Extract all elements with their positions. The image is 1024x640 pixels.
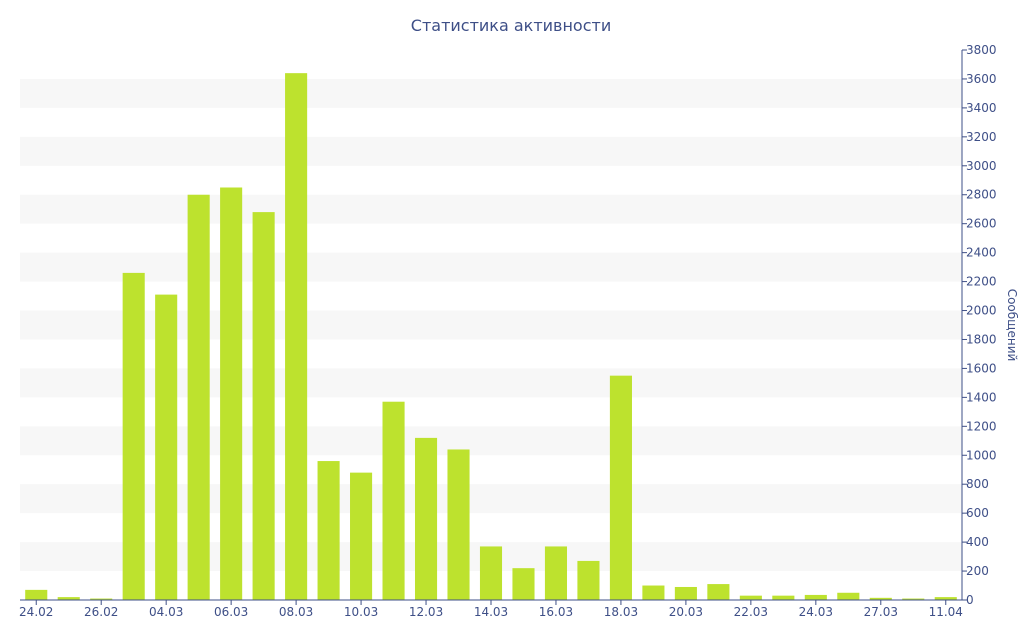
y-tick-label: 1800 <box>966 332 997 346</box>
bar <box>414 437 438 600</box>
y-tick-label: 2600 <box>966 217 997 231</box>
bar <box>155 294 178 600</box>
x-axis-ticks: 24.02 26.02 04.03 06.03 08.03 10.03 12.03 14.03… <box>19 600 963 619</box>
bar <box>934 597 957 600</box>
y-tick-label: 3800 <box>966 43 997 57</box>
x-tick-label: 27.03 <box>864 605 898 619</box>
bar <box>285 73 308 600</box>
x-tick-label: 06.03 <box>214 605 248 619</box>
y-tick-label: 0 <box>966 593 974 607</box>
y-tick-label: 2200 <box>966 275 997 289</box>
y-tick-label: 400 <box>966 535 989 549</box>
bar <box>837 592 860 600</box>
bar <box>382 401 405 600</box>
y-tick-label: 3000 <box>966 159 997 173</box>
y-tick-label: 2400 <box>966 246 997 260</box>
grid-band <box>20 136 962 166</box>
bar <box>512 568 535 600</box>
bar <box>447 449 470 600</box>
x-tick-label: 04.03 <box>149 605 183 619</box>
x-tick-label: 20.03 <box>669 605 703 619</box>
bar <box>642 585 665 600</box>
bar <box>674 586 697 600</box>
y-tick-label: 1400 <box>966 390 997 404</box>
x-tick-label: 14.03 <box>474 605 508 619</box>
y-axis-label: Сообщений <box>1005 289 1019 362</box>
y-tick-label: 3600 <box>966 72 997 86</box>
bar-series <box>25 73 957 600</box>
bar <box>902 598 925 600</box>
y-tick-label: 1200 <box>966 419 997 433</box>
x-tick-label: 16.03 <box>539 605 573 619</box>
grid-band <box>20 78 962 108</box>
x-tick-label: 12.03 <box>409 605 443 619</box>
x-tick-label: 24.02 <box>19 605 53 619</box>
bar <box>57 597 80 600</box>
bar <box>739 595 762 600</box>
bar <box>479 546 503 600</box>
y-tick-label: 1000 <box>966 448 997 462</box>
x-tick-label: 24.03 <box>799 605 833 619</box>
bar <box>25 589 48 600</box>
chart-title: Статистика активности <box>411 16 611 35</box>
bar <box>577 560 600 600</box>
y-tick-label: 3200 <box>966 130 997 144</box>
bar <box>220 187 243 600</box>
bar <box>707 584 730 600</box>
x-tick-label: 22.03 <box>734 605 768 619</box>
bar <box>350 472 373 600</box>
y-tick-label: 2000 <box>966 304 997 318</box>
y-tick-label: 3400 <box>966 101 997 115</box>
y-tick-label: 800 <box>966 477 989 491</box>
grid-band <box>20 252 962 282</box>
x-tick-label: 18.03 <box>604 605 638 619</box>
bar <box>317 461 340 600</box>
bar <box>772 595 795 600</box>
y-tick-label: 1600 <box>966 361 997 375</box>
bar <box>804 594 827 600</box>
y-tick-label: 600 <box>966 506 989 520</box>
y-tick-label: 2800 <box>966 188 997 202</box>
bar <box>122 272 145 600</box>
bar <box>544 546 568 600</box>
y-tick-label: 200 <box>966 564 989 578</box>
bar <box>869 597 892 600</box>
grid-band <box>20 194 962 224</box>
bar <box>609 375 632 600</box>
y-axis-ticks: 0 200 400 600 800 1000 1200 1400 1600 1800 2000 220… <box>962 43 997 607</box>
x-tick-label: 10.03 <box>344 605 378 619</box>
x-tick-label: 08.03 <box>279 605 313 619</box>
bar <box>252 212 275 600</box>
x-tick-label: 26.02 <box>84 605 118 619</box>
x-tick-label: 11.04 <box>929 605 963 619</box>
bar <box>90 598 113 600</box>
bar <box>187 194 210 600</box>
